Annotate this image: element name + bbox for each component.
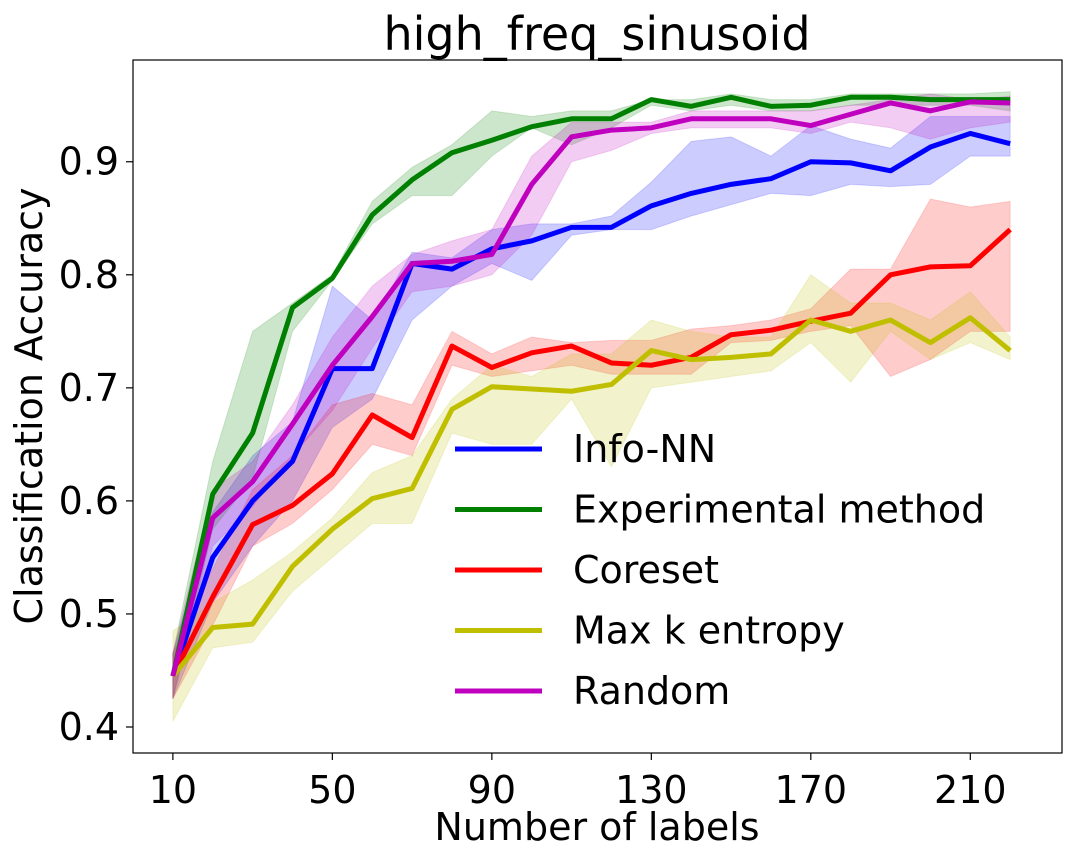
- y-axis-label: Classification Accuracy: [7, 188, 51, 625]
- legend-label-info-nn: Info-NN: [573, 427, 716, 471]
- y-tick-label: 0.8: [59, 253, 119, 297]
- x-tick-label: 210: [934, 768, 1007, 812]
- x-axis-label: Number of labels: [434, 805, 759, 849]
- series-lines: [170, 94, 1012, 678]
- y-tick-label: 0.6: [59, 479, 119, 523]
- chart-title: high_freq_sinusoid: [383, 7, 810, 61]
- y-axis-ticks: 0.4 0.5 0.6 0.7 0.8 0.9: [59, 140, 133, 749]
- x-tick-label: 10: [149, 768, 197, 812]
- series-band-random: [172, 93, 1011, 699]
- series-line-coreset: [170, 227, 1012, 678]
- x-tick-label: 170: [775, 768, 848, 812]
- y-tick-label: 0.9: [59, 140, 119, 184]
- series-band-max-k-entropy: [172, 274, 1011, 722]
- x-tick-label: 50: [308, 768, 356, 812]
- legend-label-coreset: Coreset: [573, 548, 719, 592]
- series-line-random: [170, 99, 1011, 677]
- plot-frame: [132, 59, 1063, 754]
- y-tick-label: 0.4: [59, 705, 119, 749]
- legend: Info-NN Experimental method Coreset Max k e…: [455, 427, 985, 713]
- x-axis-ticks: 10 50 90 130 170 210: [149, 753, 1007, 812]
- legend-label-experimental-method: Experimental method: [573, 488, 985, 532]
- legend-label-max-k-entropy: Max k entropy: [573, 609, 845, 653]
- x-tick-label: 90: [468, 768, 516, 812]
- y-tick-label: 0.5: [59, 592, 119, 636]
- legend-label-random: Random: [573, 669, 730, 713]
- series-band-experimental-method: [172, 91, 1011, 699]
- series-line-experimental-method: [170, 94, 1011, 677]
- series-band-info-nn: [172, 116, 1011, 699]
- series-line-max-k-entropy: [170, 315, 1012, 678]
- series-line-info-nn: [170, 130, 1011, 677]
- x-tick-label: 130: [615, 768, 688, 812]
- y-tick-label: 0.7: [59, 366, 119, 410]
